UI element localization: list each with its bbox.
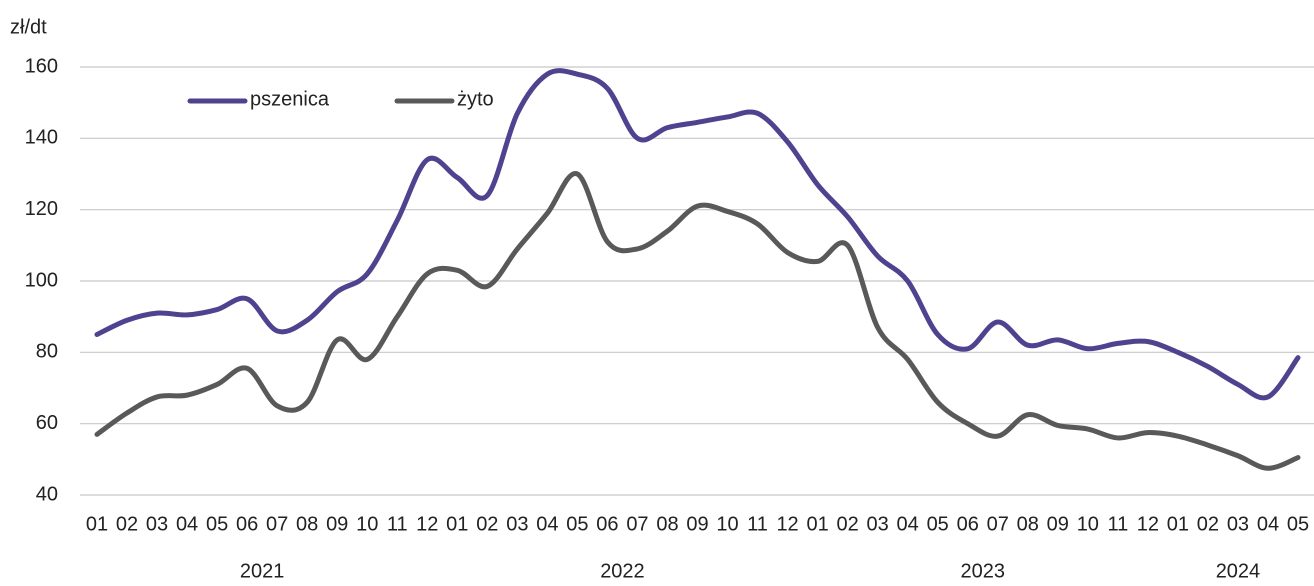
x-tick-label: 02	[116, 513, 138, 535]
x-tick-label: 09	[326, 513, 348, 535]
x-tick-label: 01	[806, 513, 828, 535]
x-tick-label: 05	[1287, 513, 1309, 535]
x-tick-label: 07	[987, 513, 1009, 535]
x-tick-label: 12	[776, 513, 798, 535]
x-tick-label: 05	[927, 513, 949, 535]
y-tick-label: 120	[25, 198, 58, 220]
x-tick-label: 03	[1227, 513, 1249, 535]
unit-label: zł/dt	[10, 16, 47, 38]
x-tick-label: 01	[446, 513, 468, 535]
x-tick-label: 10	[356, 513, 378, 535]
x-tick-label: 07	[626, 513, 648, 535]
x-tick-label: 03	[146, 513, 168, 535]
x-tick-label: 03	[867, 513, 889, 535]
x-tick-label: 02	[1197, 513, 1219, 535]
x-tick-label: 01	[1167, 513, 1189, 535]
year-label: 2023	[960, 560, 1005, 581]
x-tick-label: 06	[957, 513, 979, 535]
x-tick-label: 09	[1047, 513, 1069, 535]
year-label: 2021	[240, 560, 285, 581]
x-tick-label: 11	[1107, 513, 1128, 535]
x-tick-label: 01	[86, 513, 108, 535]
x-tick-label: 12	[416, 513, 438, 535]
y-tick-label: 60	[36, 412, 58, 434]
year-label: 2024	[1216, 560, 1261, 581]
x-tick-label: 10	[1077, 513, 1099, 535]
x-tick-label: 02	[837, 513, 859, 535]
x-tick-label: 03	[506, 513, 528, 535]
series-line	[94, 68, 1301, 401]
x-tick-label: 10	[716, 513, 738, 535]
x-tick-label: 12	[1137, 513, 1159, 535]
x-tick-label: 06	[236, 513, 258, 535]
legend-label: żyto	[457, 88, 494, 110]
x-tick-label: 04	[536, 513, 558, 535]
y-tick-label: 140	[25, 127, 58, 149]
x-tick-label: 04	[897, 513, 919, 535]
y-tick-label: 40	[36, 483, 58, 505]
x-tick-label: 04	[1257, 513, 1279, 535]
x-tick-label: 05	[206, 513, 228, 535]
year-label: 2022	[600, 560, 645, 581]
x-tick-label: 02	[476, 513, 498, 535]
x-tick-label: 08	[1017, 513, 1039, 535]
x-tick-label: 08	[656, 513, 678, 535]
x-tick-label: 06	[596, 513, 618, 535]
x-tick-label: 09	[686, 513, 708, 535]
x-tick-label: 11	[747, 513, 768, 535]
x-tick-label: 05	[566, 513, 588, 535]
y-tick-label: 100	[25, 269, 58, 291]
y-tick-label: 160	[25, 55, 58, 77]
x-tick-label: 11	[387, 513, 408, 535]
legend-label: pszenica	[250, 88, 330, 110]
y-tick-label: 80	[36, 341, 58, 363]
x-tick-label: 08	[296, 513, 318, 535]
series-line	[94, 171, 1301, 471]
x-tick-label: 04	[176, 513, 198, 535]
x-tick-label: 07	[266, 513, 288, 535]
